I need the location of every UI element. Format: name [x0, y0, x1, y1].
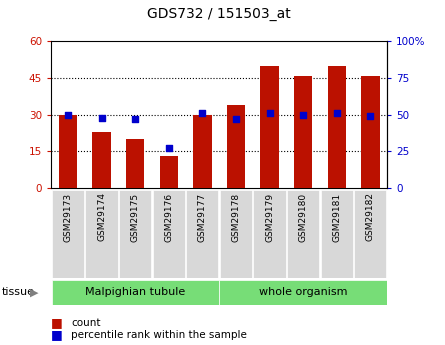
Point	[65, 112, 72, 117]
Point	[165, 146, 172, 151]
Point	[299, 112, 307, 117]
Text: GSM29173: GSM29173	[64, 193, 73, 242]
Bar	[126, 139, 145, 188]
Text: GSM29176: GSM29176	[164, 193, 173, 242]
Bar	[193, 115, 212, 188]
Text: Malpighian tubule: Malpighian tubule	[85, 287, 185, 297]
Point	[367, 114, 374, 119]
Point	[132, 116, 139, 122]
Text: GSM29178: GSM29178	[231, 193, 240, 242]
Text: tissue: tissue	[2, 287, 35, 297]
FancyBboxPatch shape	[220, 190, 252, 278]
Text: ■: ■	[51, 328, 63, 341]
FancyBboxPatch shape	[52, 190, 84, 278]
FancyBboxPatch shape	[119, 190, 151, 278]
Text: percentile rank within the sample: percentile rank within the sample	[71, 330, 247, 339]
FancyBboxPatch shape	[321, 190, 353, 278]
FancyBboxPatch shape	[354, 190, 386, 278]
Point	[333, 110, 340, 116]
Text: GSM29179: GSM29179	[265, 193, 274, 242]
Bar	[227, 105, 245, 188]
Text: GSM29181: GSM29181	[332, 193, 341, 242]
Bar	[328, 66, 346, 188]
Bar	[159, 156, 178, 188]
Text: whole organism: whole organism	[259, 287, 348, 297]
Text: GSM29174: GSM29174	[97, 193, 106, 242]
Text: GSM29180: GSM29180	[299, 193, 307, 242]
FancyBboxPatch shape	[85, 190, 117, 278]
Point	[266, 110, 273, 116]
FancyBboxPatch shape	[254, 190, 286, 278]
Bar	[294, 76, 312, 188]
FancyBboxPatch shape	[219, 280, 387, 305]
Text: GSM29182: GSM29182	[366, 193, 375, 242]
Text: GSM29177: GSM29177	[198, 193, 207, 242]
Text: GDS732 / 151503_at: GDS732 / 151503_at	[147, 7, 291, 21]
FancyBboxPatch shape	[287, 190, 319, 278]
Bar	[260, 66, 279, 188]
Text: ▶: ▶	[30, 287, 39, 297]
Text: ■: ■	[51, 316, 63, 329]
FancyBboxPatch shape	[153, 190, 185, 278]
Point	[232, 116, 239, 122]
Bar	[92, 132, 111, 188]
Text: count: count	[71, 318, 101, 327]
FancyBboxPatch shape	[186, 190, 218, 278]
Point	[98, 115, 105, 120]
Point	[199, 110, 206, 116]
Text: GSM29175: GSM29175	[131, 193, 140, 242]
Bar	[361, 76, 380, 188]
FancyBboxPatch shape	[52, 280, 219, 305]
Bar	[59, 115, 77, 188]
